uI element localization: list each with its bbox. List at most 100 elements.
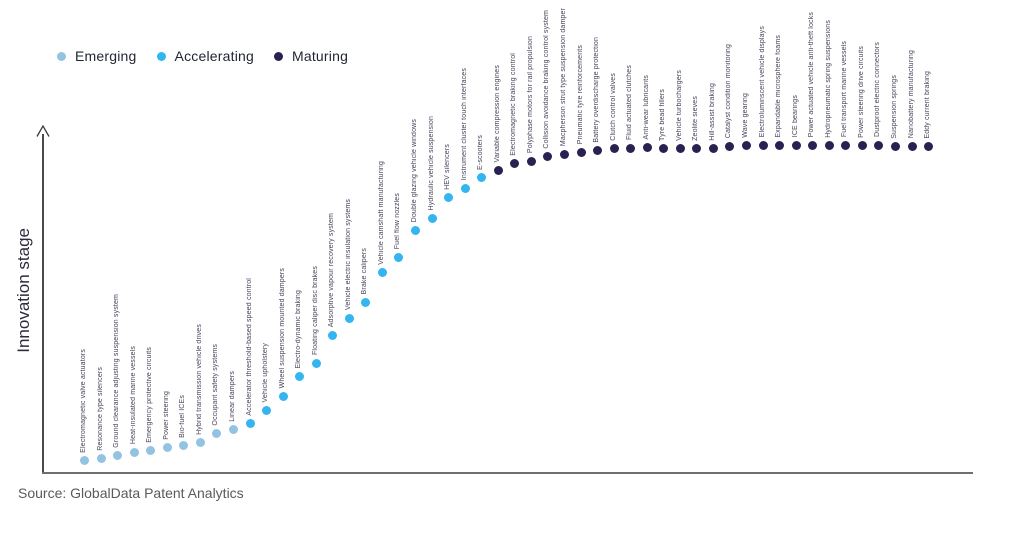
data-point — [791, 140, 801, 150]
data-point-label: Vehicle upholstery — [262, 342, 269, 403]
data-point — [609, 143, 619, 153]
data-point-label: Heat-insulated marine vessels — [130, 346, 137, 445]
data-point — [443, 192, 453, 202]
data-point-label: Resonance type silencers — [97, 366, 104, 451]
data-point — [675, 143, 685, 153]
data-point-label: Accelerator threshold-based speed contro… — [246, 277, 253, 416]
data-point-label: Instrument cluster touch interfaces — [461, 68, 468, 181]
data-point — [509, 158, 519, 168]
x-axis — [42, 472, 973, 474]
data-point — [344, 313, 354, 323]
data-point-label: Hydraulic vehicle suspension — [428, 116, 435, 211]
data-point — [195, 437, 205, 447]
data-point — [923, 141, 933, 151]
data-point — [807, 140, 817, 150]
data-point-label: Eddy current braking — [924, 70, 931, 139]
data-point-label: Power steering drive circuits — [858, 45, 865, 138]
data-point — [625, 143, 635, 153]
data-point — [559, 149, 569, 159]
data-point — [526, 156, 536, 166]
data-point-label: Hybrid transmission vehicle drives — [196, 323, 203, 435]
data-point — [576, 147, 586, 157]
legend-dot-icon — [156, 51, 166, 61]
data-point — [542, 151, 552, 161]
data-point — [873, 140, 883, 150]
data-point-label: E-scooters — [477, 134, 484, 170]
data-point-label: Power steering — [163, 390, 170, 440]
data-point-label: Vehicle electric insulation systems — [345, 199, 352, 311]
data-point-label: Collision avoidance braking control syst… — [543, 9, 550, 149]
data-point — [658, 143, 668, 153]
data-point — [245, 418, 255, 428]
legend-label: Accelerating — [174, 48, 254, 64]
data-point — [691, 143, 701, 153]
legend-dot-icon — [57, 51, 66, 61]
data-point-label: Floating caliper disc brakes — [312, 266, 319, 356]
legend-label: Emerging — [75, 48, 137, 64]
legend-item-accelerating: Accelerating — [156, 48, 254, 64]
data-point — [460, 183, 470, 193]
data-point-label: Ground clearance adjusting suspension sy… — [113, 293, 120, 448]
data-point — [311, 358, 321, 368]
data-point — [294, 371, 304, 381]
data-point — [377, 267, 387, 277]
data-point — [278, 391, 288, 401]
data-point-label: Polyphase motors for rail propulsion — [527, 36, 534, 154]
data-point — [758, 140, 768, 150]
data-point — [393, 252, 403, 262]
data-point — [741, 140, 751, 150]
data-point-label: Hydropneumatic spring suspensions — [825, 19, 832, 138]
data-point-label: Linear dampers — [229, 370, 236, 422]
data-point — [79, 455, 89, 465]
data-point — [228, 424, 238, 434]
legend: Emerging Accelerating Maturing — [57, 48, 348, 64]
data-point — [774, 140, 784, 150]
data-point-label: Wheel suspension mounted dampers — [279, 268, 286, 389]
data-point — [708, 143, 718, 153]
data-point-label: Tyre bead fillers — [659, 88, 666, 141]
data-point — [907, 141, 917, 151]
data-point — [476, 172, 486, 182]
data-point-label: Bio-fuel ICEs — [179, 394, 186, 438]
data-point — [724, 141, 734, 151]
data-point — [824, 140, 834, 150]
data-point-label: Fuel transport marine vessels — [841, 41, 848, 138]
data-point-label: Catalyst condition monitoring — [725, 44, 732, 139]
data-point — [178, 440, 188, 450]
data-point-label: Hill-assist braking — [709, 82, 716, 141]
data-point — [261, 405, 271, 415]
source-attribution: Source: GlobalData Patent Analytics — [18, 485, 244, 501]
data-point — [211, 428, 221, 438]
data-point — [642, 142, 652, 152]
data-point-label: Zeolite sieves — [692, 95, 699, 141]
data-point-label: Suspension springs — [891, 74, 898, 139]
legend-item-maturing: Maturing — [273, 48, 348, 64]
data-point-label: Wave gearing — [742, 92, 749, 138]
data-point — [410, 225, 420, 235]
data-point-label: Anti-wear lubricants — [643, 75, 650, 140]
data-point — [360, 297, 370, 307]
data-point — [327, 330, 337, 340]
data-point — [129, 447, 139, 457]
data-point-label: Vehicle camshaft manufacturing — [378, 160, 385, 265]
legend-dot-icon — [273, 51, 283, 61]
y-axis — [42, 134, 44, 473]
data-point-label: Nanobattery manufacturing — [908, 50, 915, 139]
data-point-label: Vehicle turbochargers — [676, 69, 683, 141]
data-point — [890, 141, 900, 151]
y-axis-arrow-icon — [36, 125, 50, 137]
data-point-label: Adsorptive vapour recovery system — [328, 213, 335, 328]
data-point-label: Fuel flow nozzles — [394, 193, 401, 250]
data-point — [162, 442, 172, 452]
data-point — [592, 145, 602, 155]
data-point-label: ICE bearings — [792, 95, 799, 138]
data-point-label: Electromagnetic valve actuators — [80, 348, 87, 453]
data-point-label: Power actuated vehicle anti-theft locks — [808, 12, 815, 138]
data-point — [112, 450, 122, 460]
data-point-label: Emergency protective circuits — [146, 346, 153, 443]
data-point — [145, 445, 155, 455]
data-point-label: Expandable microsphere foams — [775, 34, 782, 138]
data-point-label: Electromagnetic braking control — [510, 52, 517, 156]
